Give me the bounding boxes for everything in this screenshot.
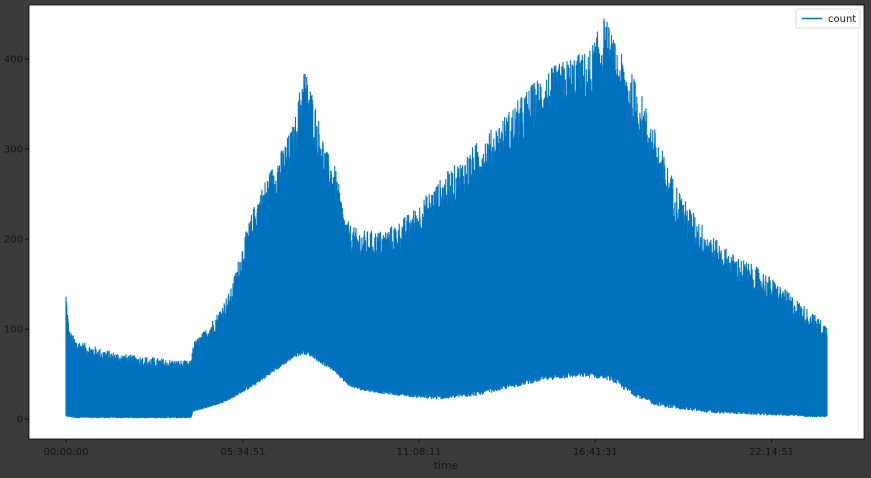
y-tick-label: 0 <box>17 415 23 426</box>
x-axis: 00:00:00 05:34:51 11:08:11 16:41:31 22:14:51 <box>44 439 794 458</box>
series-layer <box>65 18 828 419</box>
x-tick-label: 05:34:51 <box>221 447 266 458</box>
y-tick-label: 100 <box>4 325 23 336</box>
series-line-count <box>65 18 828 419</box>
x-tick-label: 16:41:31 <box>573 447 618 458</box>
y-tick-label: 300 <box>4 145 23 156</box>
x-tick-label: 22:14:51 <box>749 447 794 458</box>
x-axis-label: time <box>434 459 459 472</box>
y-axis: 0 100 200 300 400 <box>4 55 29 426</box>
y-tick-label: 400 <box>4 55 23 66</box>
legend: count <box>795 8 861 29</box>
legend-label-count: count <box>828 14 856 25</box>
legend-box <box>795 8 861 29</box>
x-tick-label: 11:08:11 <box>397 447 442 458</box>
y-tick-label: 200 <box>4 235 23 246</box>
x-tick-label: 00:00:00 <box>44 447 89 458</box>
